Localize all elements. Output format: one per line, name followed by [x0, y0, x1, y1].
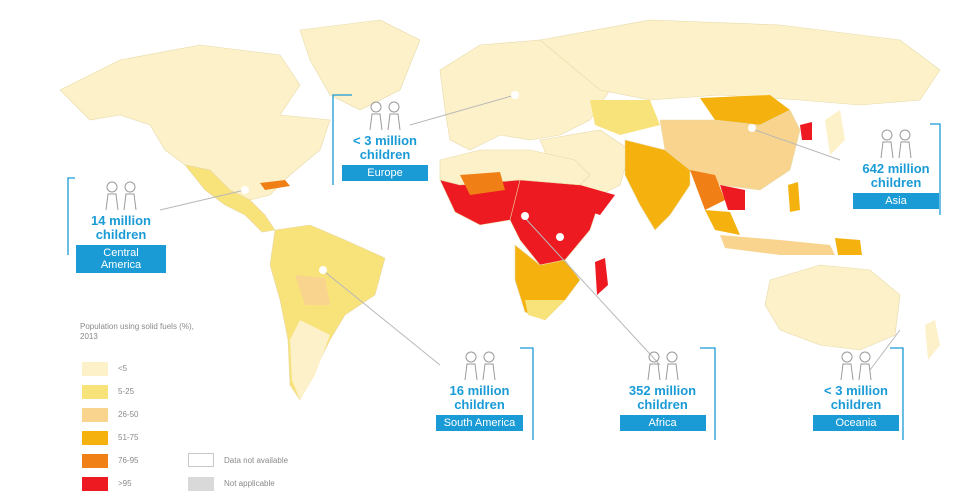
legend-label: 26-50 — [118, 410, 139, 419]
caribbean — [260, 180, 290, 190]
bracket-asia — [930, 123, 941, 215]
callout-brackets — [67, 94, 941, 440]
korea — [800, 122, 812, 140]
callout-oceania: < 3 million children Oceania — [810, 350, 902, 431]
leader-africa — [524, 217, 661, 366]
legend-swatch-data-not-available — [188, 453, 214, 467]
leader-central-america — [159, 189, 246, 211]
bracket-europe — [332, 94, 352, 185]
horn-of-africa — [580, 185, 615, 215]
landmasses — [59, 19, 941, 401]
region-label-africa: Africa — [619, 415, 706, 431]
callout-europe: < 3 million children Europe — [340, 100, 430, 181]
callout-unit: children — [870, 175, 922, 190]
callout-count: < 3 million — [824, 383, 888, 398]
marker-europe — [511, 91, 519, 99]
callout-count: 14 million — [91, 213, 151, 228]
callout-unit: children — [454, 397, 505, 412]
children-icon — [647, 351, 678, 381]
bolivia-paraguay — [295, 275, 330, 305]
png — [835, 238, 862, 255]
legend-title: Population using solid fuels (%), 2013 — [80, 322, 194, 341]
callout-central-america: 14 million children Central America — [76, 180, 166, 273]
markers — [241, 91, 756, 274]
central-asia — [590, 100, 660, 135]
south-asia — [624, 139, 691, 231]
callout-count: 16 million — [449, 383, 510, 398]
region-label-oceania: Oceania — [813, 415, 899, 431]
children-icon — [105, 181, 137, 211]
legend-label: Not applicable — [224, 479, 275, 488]
marker-central-america — [241, 186, 249, 194]
callout-count: 642 million — [862, 161, 930, 176]
callout-south-america: 16 million children South America — [432, 350, 527, 431]
myanmar — [690, 170, 725, 210]
madagascar — [595, 258, 608, 295]
vietnam-thailand — [705, 210, 740, 235]
leader-asia — [754, 129, 841, 161]
callout-count: < 3 million — [353, 133, 417, 148]
north-america — [59, 44, 331, 201]
children-icon — [880, 129, 912, 159]
leader-europe — [409, 94, 516, 126]
children-icon — [840, 351, 872, 381]
south-america-south — [290, 320, 330, 400]
bracket-central-america — [67, 177, 75, 255]
sahel — [460, 172, 505, 195]
children-icon — [464, 351, 495, 381]
legend-swatch-not-applicable — [188, 477, 214, 491]
marker-africa-2 — [556, 233, 564, 241]
legend-label: 51-75 — [118, 433, 139, 442]
philippines — [788, 182, 800, 212]
legend-swatch-26-50 — [82, 408, 108, 422]
children-icon — [369, 101, 401, 131]
legend-swatch-76-95 — [82, 454, 108, 468]
legend-label: 76-95 — [118, 456, 139, 465]
bracket-oceania — [890, 347, 904, 440]
region-label-south-america: South America — [435, 415, 524, 431]
new-zealand — [925, 320, 940, 360]
legend-label: Data not available — [224, 456, 289, 465]
leader-lines — [159, 94, 901, 371]
callout-count: 352 million — [628, 383, 697, 398]
region-label-asia: Asia — [853, 193, 939, 209]
legend-swatch-51-75 — [82, 431, 108, 445]
legend-swatch-lt5 — [82, 362, 108, 376]
greenland — [299, 19, 421, 111]
legend-label: <5 — [118, 364, 128, 373]
region-label-europe: Europe — [342, 165, 428, 181]
legend-label: >95 — [118, 479, 132, 488]
marker-south-america — [319, 266, 327, 274]
bracket-south-america — [520, 347, 534, 440]
mongolia — [700, 95, 790, 125]
region-label-central-america: Central America — [76, 245, 166, 273]
legend-swatch-gt95 — [82, 477, 108, 491]
australia — [764, 264, 901, 351]
bracket-africa — [700, 347, 716, 440]
marker-asia — [748, 124, 756, 132]
legend-swatch-5-25 — [82, 385, 108, 399]
japan — [825, 110, 845, 155]
callout-unit: children — [830, 397, 882, 412]
north-asia — [539, 19, 941, 106]
legend-label: 5-25 — [118, 387, 135, 396]
callout-unit: children — [637, 397, 688, 412]
south-america — [269, 224, 386, 401]
callout-africa: 352 million children Africa — [615, 350, 710, 431]
south-africa — [525, 300, 565, 320]
callout-asia: 642 million children Asia — [850, 128, 942, 209]
leader-south-america — [324, 271, 441, 366]
marker-africa — [521, 212, 529, 220]
laos-cambodia — [720, 185, 745, 210]
leader-oceania — [869, 329, 901, 371]
indonesia — [720, 235, 835, 255]
callout-unit: children — [359, 147, 411, 162]
callout-unit: children — [95, 227, 147, 242]
